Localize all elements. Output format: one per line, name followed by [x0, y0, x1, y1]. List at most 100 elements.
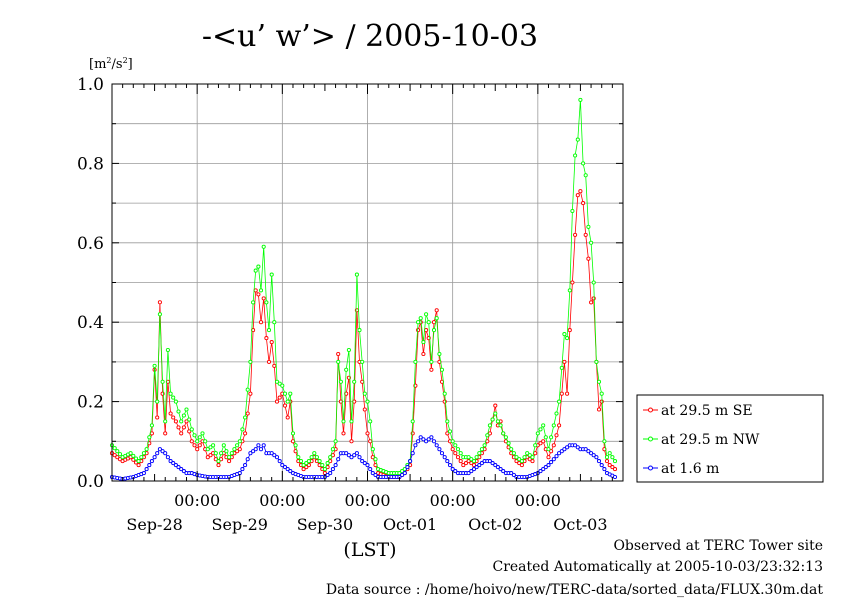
data-point — [272, 453, 277, 458]
legend-box — [636, 394, 824, 483]
data-point — [557, 451, 562, 456]
data-point — [352, 379, 357, 384]
data-point — [173, 419, 178, 424]
data-point — [336, 351, 341, 357]
data-point — [559, 449, 564, 454]
data-point — [187, 429, 192, 434]
data-point — [277, 459, 282, 464]
data-point — [455, 455, 461, 460]
x-date-label: Sep-29 — [212, 515, 268, 534]
data-point — [171, 461, 176, 466]
data-point — [429, 367, 434, 372]
data-point — [612, 459, 618, 464]
data-point — [431, 328, 437, 333]
data-point — [173, 399, 178, 404]
data-point — [229, 451, 234, 456]
x-date-label: Sep-28 — [126, 515, 182, 534]
x-time-label: 00:00 — [430, 491, 476, 510]
data-point — [216, 459, 221, 464]
data-point — [243, 431, 248, 436]
data-point — [357, 455, 362, 460]
data-point — [131, 453, 136, 458]
data-point — [195, 447, 200, 452]
data-point — [330, 447, 335, 452]
data-point — [554, 433, 559, 438]
data-point — [360, 379, 365, 384]
data-point — [288, 391, 293, 396]
data-point — [152, 363, 157, 368]
series-layer — [109, 97, 618, 482]
data-point — [368, 439, 373, 444]
y-axis-unit: [m2/s2] — [89, 56, 133, 72]
data-point — [596, 379, 602, 384]
data-point — [490, 417, 495, 422]
data-point — [301, 467, 306, 472]
data-point — [243, 415, 248, 420]
data-point — [471, 459, 477, 464]
data-point — [559, 391, 564, 396]
data-point — [503, 435, 508, 440]
data-point — [527, 457, 532, 462]
data-point — [181, 413, 186, 418]
data-point — [469, 461, 474, 466]
data-point — [160, 449, 165, 454]
data-point — [362, 407, 367, 412]
data-point — [586, 224, 591, 229]
data-point — [495, 465, 500, 470]
data-point — [272, 320, 277, 325]
data-point — [530, 455, 535, 460]
data-point — [352, 453, 357, 458]
data-point — [165, 455, 170, 460]
data-point — [405, 465, 410, 470]
data-point — [416, 328, 421, 333]
data-point — [573, 153, 578, 158]
data-point — [344, 367, 349, 372]
data-point — [517, 461, 522, 466]
data-point — [549, 460, 554, 465]
series-2 — [109, 97, 618, 476]
data-point — [338, 379, 343, 384]
data-point — [549, 449, 554, 454]
data-point — [450, 467, 455, 472]
data-point — [418, 316, 423, 321]
data-point — [330, 467, 335, 472]
data-point — [498, 467, 503, 472]
data-point — [144, 467, 149, 472]
data-point — [543, 465, 548, 470]
data-point — [583, 232, 588, 237]
data-point — [360, 359, 365, 364]
data-point — [511, 472, 516, 478]
data-point — [413, 443, 418, 448]
data-point — [195, 439, 200, 444]
data-point — [487, 431, 492, 436]
data-point — [157, 312, 162, 317]
data-point — [418, 435, 423, 440]
data-point — [266, 359, 272, 364]
data-point — [538, 427, 543, 432]
data-point — [115, 449, 120, 454]
data-point — [314, 455, 319, 460]
data-point — [596, 407, 602, 412]
data-point — [256, 443, 261, 448]
data-point — [514, 455, 519, 460]
data-point — [610, 455, 615, 460]
data-point — [610, 465, 615, 470]
data-point — [171, 395, 176, 400]
grid-lines — [112, 84, 623, 481]
data-point — [256, 264, 261, 269]
data-point — [397, 471, 402, 476]
data-point — [155, 399, 160, 404]
data-point — [264, 300, 269, 305]
data-point — [525, 451, 530, 456]
data-point — [179, 467, 184, 472]
data-point — [235, 443, 240, 448]
data-point — [474, 465, 479, 470]
data-point — [410, 419, 415, 424]
data-point — [530, 459, 535, 464]
data-point — [589, 451, 594, 456]
data-point — [248, 451, 253, 456]
data-point — [181, 425, 186, 430]
data-point — [519, 459, 524, 464]
data-point — [570, 208, 575, 214]
data-point — [357, 328, 362, 333]
